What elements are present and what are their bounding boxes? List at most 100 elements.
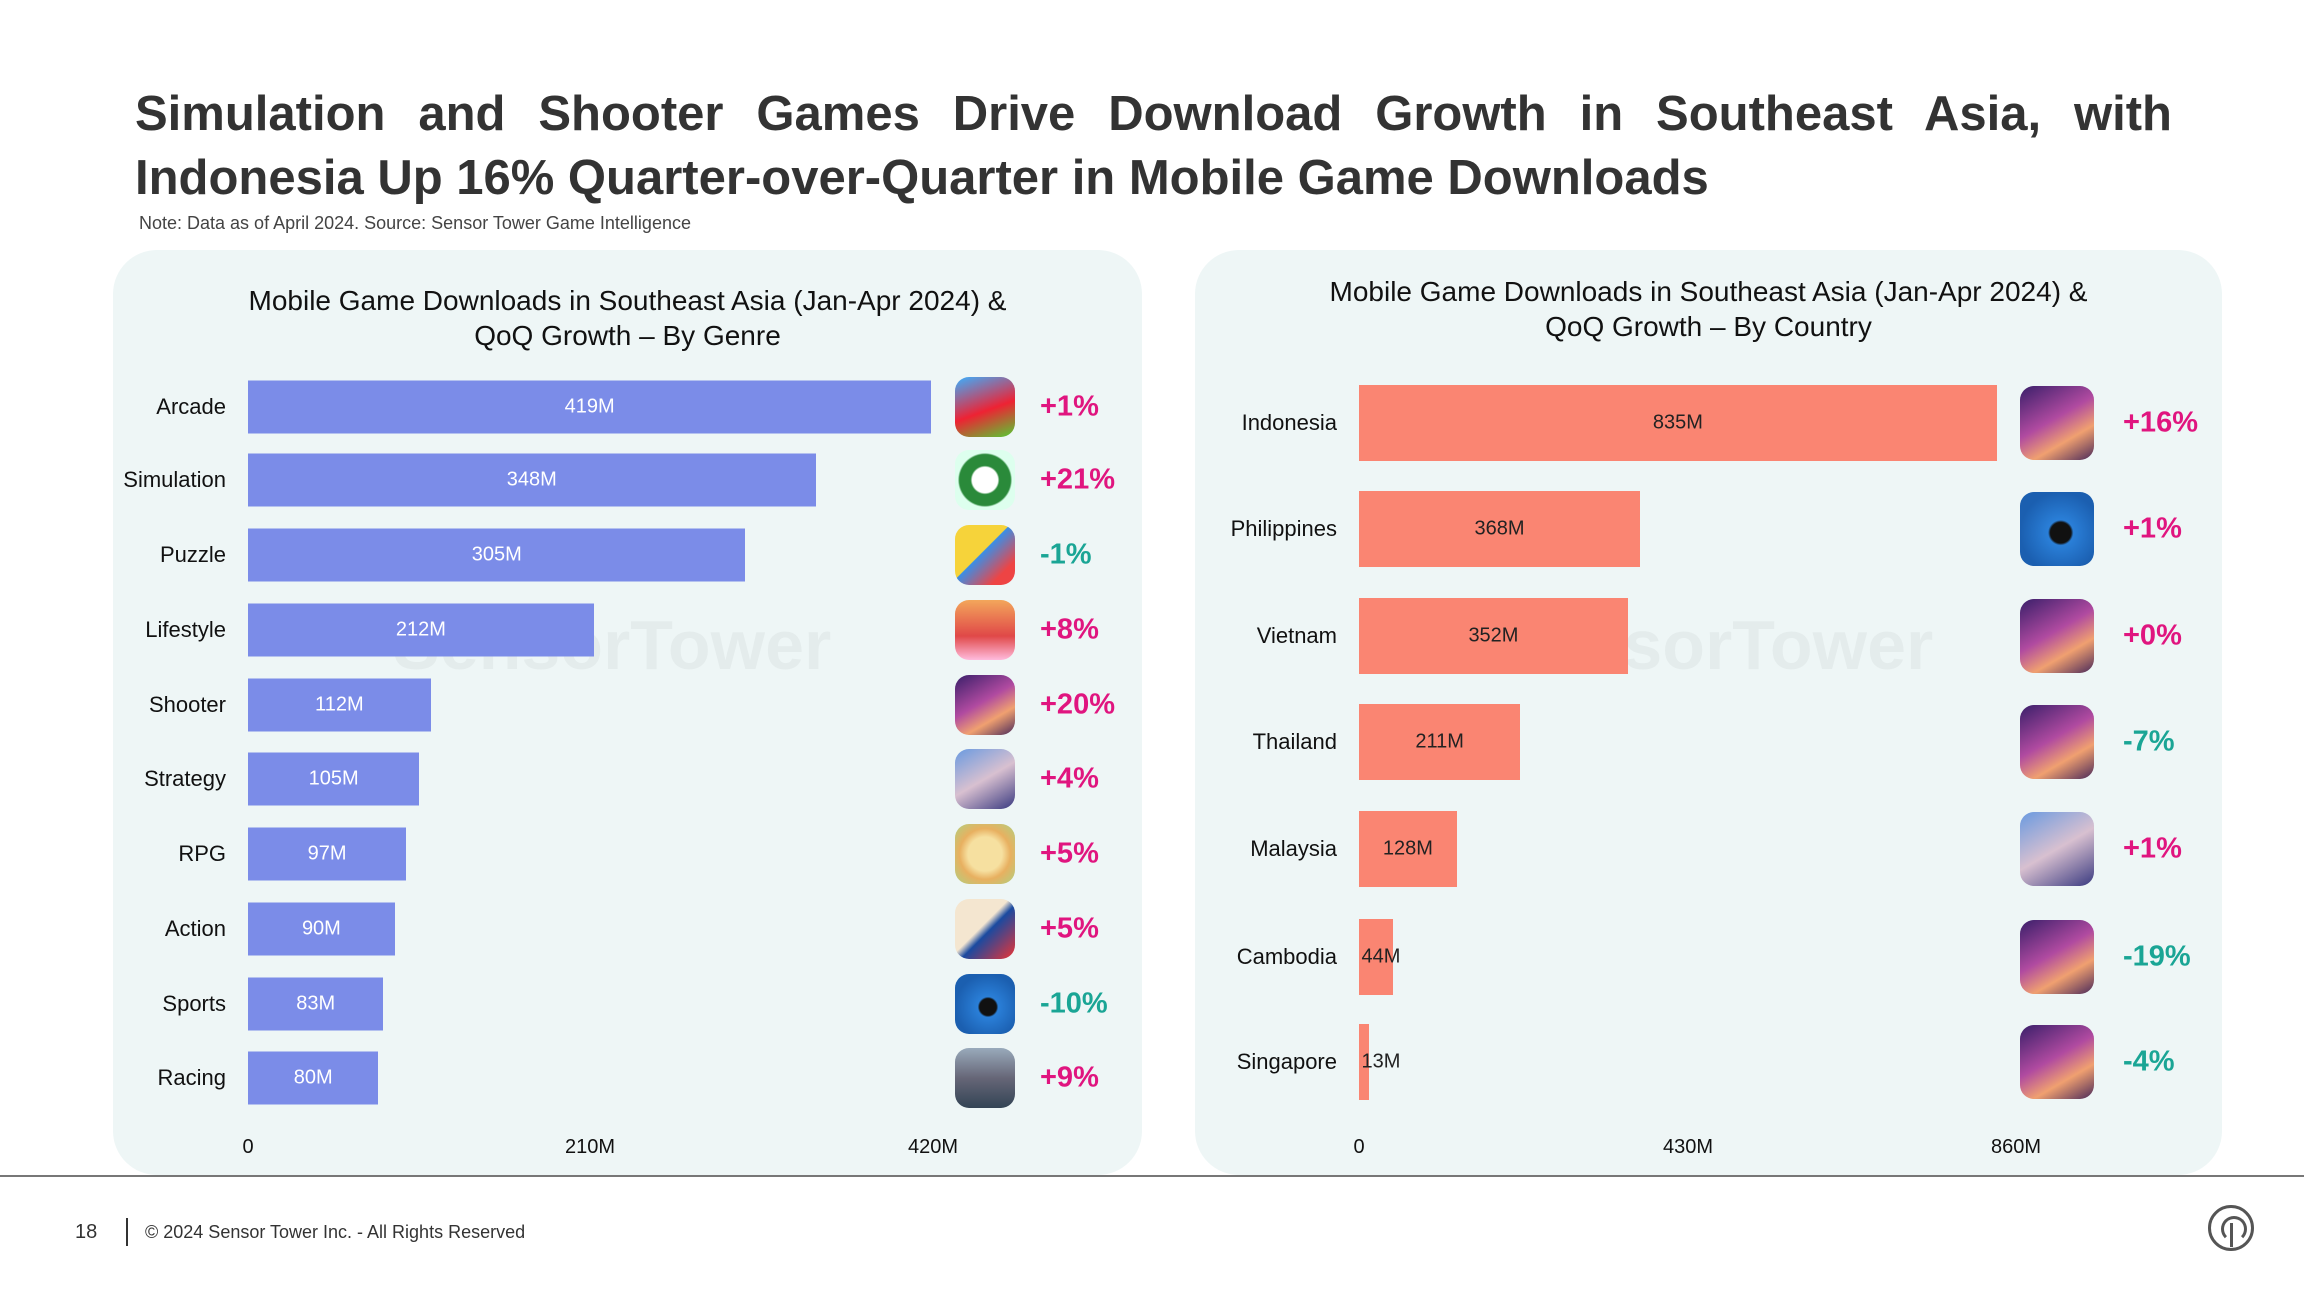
rpg-game-icon [955, 824, 1015, 884]
genre-category-label: Action [164, 916, 226, 941]
footer-divider [0, 1175, 2304, 1177]
genre-category-label: Simulation [123, 467, 226, 492]
country-bar [1359, 598, 1628, 674]
country-category-label: Vietnam [1256, 623, 1337, 648]
country-chart-title: Mobile Game Downloads in Southeast Asia … [1195, 274, 2222, 344]
country-bar-value-label: 128M [1382, 837, 1433, 860]
country-growth-label: -19% [2123, 940, 2191, 973]
genre-bar-value-label: 80M [293, 1066, 333, 1089]
genre-growth-label: -10% [1040, 987, 1108, 1020]
genre-bar-value-label: 305M [471, 543, 522, 566]
genre-bar [248, 380, 932, 434]
genre-category-label: RPG [178, 841, 226, 866]
country-category-label: Indonesia [1241, 410, 1337, 435]
genre-growth-label: +20% [1040, 688, 1115, 721]
country-bar-value-label: 13M [1361, 1050, 1401, 1073]
free-fire-icon [2020, 920, 2094, 994]
genre-category-label: Arcade [156, 394, 226, 419]
country-bar-value-label: 368M [1474, 517, 1525, 540]
genre-bar-value-label: 419M [564, 395, 615, 418]
country-bar [1359, 811, 1457, 887]
racing-game-icon [955, 1048, 1015, 1108]
genre-growth-label: +9% [1040, 1061, 1099, 1094]
genre-bar [248, 603, 594, 657]
genre-bar-value-label: 112M [315, 693, 364, 716]
genre-bar-value-label: 97M [307, 842, 347, 865]
country-category-label: Singapore [1236, 1049, 1337, 1074]
genre-x-tick-label: 0 [242, 1136, 254, 1158]
free-fire-icon [2020, 386, 2094, 460]
country-growth-label: -4% [2123, 1045, 2175, 1078]
ojol-game-icon [955, 450, 1015, 510]
country-category-label: Thailand [1252, 729, 1337, 754]
8-ball-pool-icon [2020, 492, 2094, 566]
genre-bar-value-label: 83M [296, 992, 336, 1015]
genre-growth-label: +5% [1040, 912, 1099, 945]
country-bar [1359, 1024, 1369, 1100]
footer-separator [126, 1218, 128, 1246]
source-note: Note: Data as of April 2024. Source: Sen… [139, 213, 691, 233]
country-bar-value-label: 211M [1415, 730, 1464, 753]
page-title: Simulation and Shooter Games Drive Downl… [135, 82, 2172, 210]
genre-chart-title-line2: QoQ Growth – By Genre [474, 320, 781, 351]
genre-growth-label: +5% [1040, 837, 1099, 870]
free-fire-icon [2020, 705, 2094, 779]
genre-category-label: Strategy [144, 766, 226, 791]
genre-growth-label: +4% [1040, 762, 1099, 795]
genre-category-label: Racing [157, 1065, 226, 1090]
country-category-label: Malaysia [1250, 836, 1337, 861]
8-ball-pool-icon [955, 974, 1015, 1034]
country-x-tick-label: 430M [1662, 1136, 1714, 1158]
country-growth-label: +16% [2123, 406, 2198, 439]
free-fire-icon [2020, 1025, 2094, 1099]
genre-bar-value-label: 212M [395, 618, 446, 641]
country-bar [1359, 704, 1521, 780]
genre-bar [248, 528, 746, 582]
genre-category-label: Shooter [148, 692, 226, 717]
country-growth-label: -7% [2123, 725, 2175, 758]
country-category-label: Cambodia [1236, 944, 1337, 969]
genre-bar [248, 977, 384, 1031]
country-chart-title-line1: Mobile Game Downloads in Southeast Asia … [1329, 276, 2088, 307]
genre-bar [248, 902, 395, 956]
country-growth-label: +1% [2123, 512, 2182, 545]
genre-bar-value-label: 348M [506, 468, 557, 491]
country-category-label: Philippines [1230, 516, 1337, 541]
genre-x-tick-label: 210M [564, 1136, 616, 1158]
country-chart-title-line2: QoQ Growth – By Country [1545, 311, 1872, 342]
one-punch-man-icon [955, 899, 1015, 959]
genre-bar [248, 453, 816, 507]
country-bar-value-label: 835M [1652, 411, 1703, 434]
country-growth-label: +0% [2123, 619, 2182, 652]
genre-bar [248, 827, 407, 881]
puzzle-game-icon [955, 525, 1015, 585]
genre-category-label: Puzzle [159, 542, 226, 567]
genre-bar [248, 1051, 379, 1105]
kof-allstar-icon [2020, 812, 2094, 886]
genre-x-tick-label: 420M [907, 1136, 959, 1158]
arcade-game-icon [955, 377, 1015, 437]
genre-bar-value-label: 105M [308, 767, 359, 790]
country-bar [1359, 491, 1641, 567]
sensor-tower-logo-icon [2208, 1205, 2254, 1251]
country-bar-value-label: 352M [1468, 624, 1519, 647]
free-fire-icon [2020, 599, 2094, 673]
genre-growth-label: +8% [1040, 613, 1099, 646]
country-growth-label: +1% [2123, 832, 2182, 865]
genre-chart-title-line1: Mobile Game Downloads in Southeast Asia … [248, 285, 1007, 316]
genre-category-label: Sports [162, 991, 226, 1016]
genre-bar-value-label: 90M [301, 917, 341, 940]
title-line-1: Simulation and Shooter Games Drive Downl… [135, 87, 2172, 141]
title-line-2: Indonesia Up 16% Quarter-over-Quarter in… [135, 151, 1709, 205]
genre-bar [248, 678, 431, 732]
genre-growth-label: +21% [1040, 463, 1115, 496]
genre-bar [248, 752, 420, 806]
copyright: © 2024 Sensor Tower Inc. - All Rights Re… [145, 1222, 526, 1242]
country-bar [1359, 385, 1997, 461]
genre-growth-label: -1% [1040, 538, 1092, 571]
genre-category-label: Lifestyle [145, 617, 226, 642]
country-x-tick-label: 0 [1353, 1136, 1365, 1158]
genre-growth-label: +1% [1040, 390, 1099, 423]
country-bar-value-label: 44M [1361, 945, 1401, 968]
lifestyle-game-icon [955, 600, 1015, 660]
